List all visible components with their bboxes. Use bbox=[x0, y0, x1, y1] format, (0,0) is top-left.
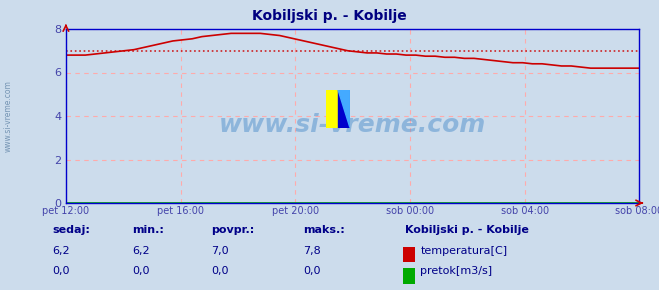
Text: 0,0: 0,0 bbox=[211, 266, 229, 276]
Text: 6,2: 6,2 bbox=[53, 246, 71, 256]
Text: 6,2: 6,2 bbox=[132, 246, 150, 256]
Text: 0,0: 0,0 bbox=[303, 266, 321, 276]
Text: Kobiljski p. - Kobilje: Kobiljski p. - Kobilje bbox=[405, 225, 529, 235]
Text: temperatura[C]: temperatura[C] bbox=[420, 246, 507, 256]
Text: 7,8: 7,8 bbox=[303, 246, 321, 256]
Text: sedaj:: sedaj: bbox=[53, 225, 90, 235]
Text: Kobiljski p. - Kobilje: Kobiljski p. - Kobilje bbox=[252, 9, 407, 23]
Text: 0,0: 0,0 bbox=[132, 266, 150, 276]
Text: povpr.:: povpr.: bbox=[211, 225, 254, 235]
Text: 0,0: 0,0 bbox=[53, 266, 71, 276]
Text: min.:: min.: bbox=[132, 225, 163, 235]
Text: pretok[m3/s]: pretok[m3/s] bbox=[420, 266, 492, 276]
Text: 7,0: 7,0 bbox=[211, 246, 229, 256]
Text: www.si-vreme.com: www.si-vreme.com bbox=[3, 80, 13, 152]
Text: maks.:: maks.: bbox=[303, 225, 345, 235]
Bar bbox=[326, 90, 338, 128]
Polygon shape bbox=[338, 90, 350, 128]
Text: www.si-vreme.com: www.si-vreme.com bbox=[219, 113, 486, 137]
Bar bbox=[338, 90, 350, 128]
